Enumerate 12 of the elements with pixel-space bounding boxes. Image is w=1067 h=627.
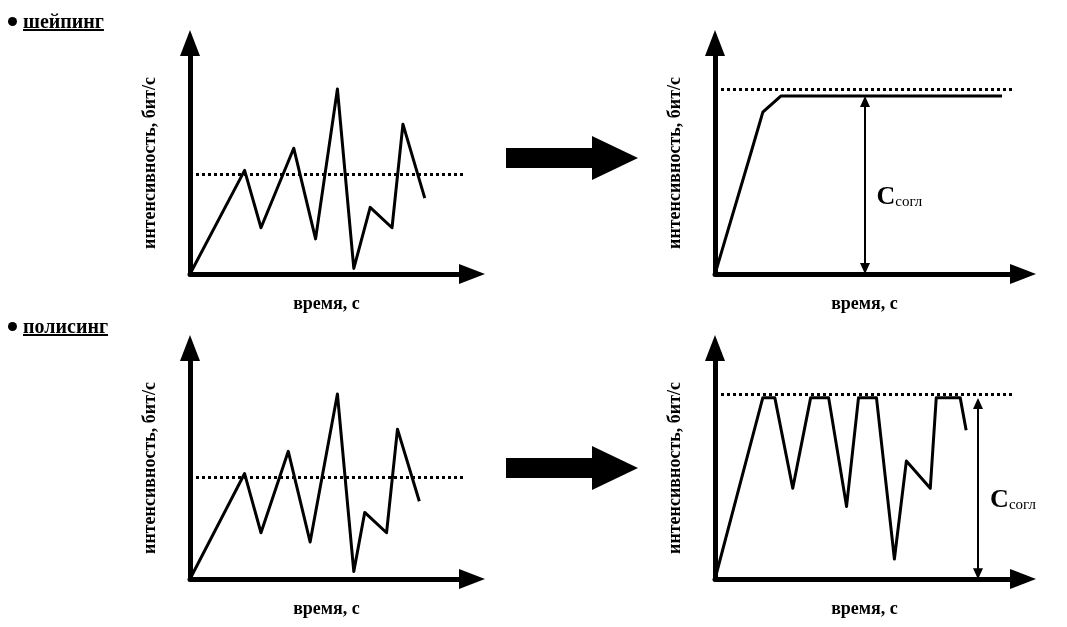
chart-title: шейпинг xyxy=(23,10,104,33)
y-axis-title: интенсивность, бит/с xyxy=(664,382,684,554)
chart-title: полисинг xyxy=(23,315,109,338)
y-axis-title: интенсивность, бит/с xyxy=(139,382,159,554)
x-axis-title: время, с xyxy=(293,598,360,618)
x-axis-title: время, с xyxy=(293,293,360,313)
x-axis-title: время, с xyxy=(831,293,898,313)
y-axis-title: интенсивность, бит/с xyxy=(664,77,684,249)
annotation: Cсогл xyxy=(990,483,1037,513)
annotation: Cсогл xyxy=(876,180,923,210)
y-axis-title: интенсивность, бит/с xyxy=(139,77,159,249)
x-axis-title: время, с xyxy=(831,598,898,618)
